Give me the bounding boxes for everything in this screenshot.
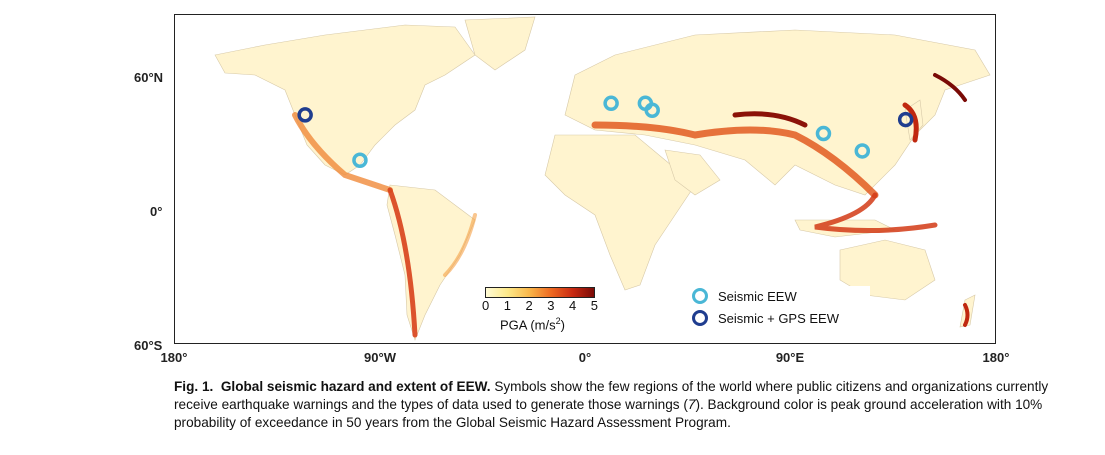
africa: [544, 134, 696, 291]
lon-label-90w: 90°W: [364, 350, 396, 365]
lon-label-0: 0°: [578, 350, 592, 365]
fig-label: Fig. 1.: [174, 379, 214, 394]
caption-text-2: ). Background color is peak ground accel…: [174, 397, 1043, 430]
colorbar-tick: 3: [547, 298, 555, 313]
land-masses: [214, 16, 991, 341]
colorbar-ticks: 0 1 2 3 4 5: [482, 298, 598, 313]
eew-site-marker: [854, 143, 871, 159]
colorbar: [485, 287, 595, 298]
eew-sites: [297, 95, 914, 168]
legend-panel: [690, 286, 870, 334]
caption-text: Symbols show the few regions of the worl…: [174, 379, 1049, 412]
eew-site-marker: [603, 95, 619, 112]
australia: [839, 239, 936, 301]
legend-item-seismic: Seismic EEW: [692, 288, 797, 304]
lat-label-0: 0°: [150, 204, 163, 219]
south-america: [386, 184, 476, 341]
seismic-ring-icon: [692, 288, 708, 304]
lat-label-60s: 60°S: [134, 338, 163, 353]
lon-label-180w: 180°: [160, 350, 188, 365]
legend-item-gps: Seismic + GPS EEW: [692, 310, 839, 326]
legend-label: Seismic EEW: [718, 288, 797, 304]
colorbar-unit: PGA (m/s2): [500, 316, 565, 333]
lon-label-180e: 180°: [982, 350, 1010, 365]
figure-caption: Fig. 1. Global seismic hazard and extent…: [174, 378, 1074, 432]
caption-ref: 7: [687, 397, 696, 412]
colorbar-tick: 2: [525, 298, 533, 313]
north-america: [214, 24, 476, 176]
eew-site-marker: [352, 152, 368, 168]
hazard-zones: [292, 73, 970, 338]
eew-site-marker: [644, 102, 660, 119]
seismic-hazard-map: [174, 14, 996, 344]
lon-label-90e: 90°E: [775, 350, 805, 365]
eew-site-marker: [815, 125, 832, 142]
map-svg: [214, 16, 991, 341]
eew-site-marker: [897, 111, 914, 128]
gps-ring-icon: [692, 310, 708, 326]
colorbar-tick: 1: [503, 298, 511, 313]
eew-site-marker: [297, 107, 313, 123]
colorbar-tick: 4: [569, 298, 577, 313]
lat-label-60n: 60°N: [134, 70, 164, 85]
greenland: [464, 16, 536, 71]
colorbar-tick: 0: [482, 298, 490, 313]
arabia: [664, 149, 721, 196]
eurasia: [564, 29, 991, 196]
legend-label: Seismic + GPS EEW: [718, 310, 839, 326]
fig-title: Global seismic hazard and extent of EEW.: [220, 379, 491, 394]
colorbar-tick: 5: [590, 298, 598, 313]
